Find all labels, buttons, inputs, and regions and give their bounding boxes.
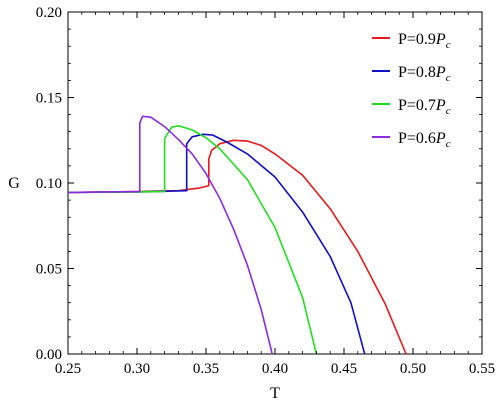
y-tick-label: 0.05 — [36, 262, 62, 278]
x-tick-label: 0.30 — [124, 361, 150, 377]
legend-label-0: P=0.9Pc — [398, 31, 451, 51]
legend-var: P — [435, 97, 446, 114]
x-tick-label: 0.45 — [331, 361, 357, 377]
legend-var: P — [435, 31, 446, 48]
legend-label-2: P=0.7Pc — [398, 97, 451, 117]
x-tick-label: 0.55 — [469, 361, 495, 377]
series-line-1 — [67, 133, 366, 355]
y-tick-label: 0.15 — [36, 91, 62, 107]
series-line-2 — [67, 124, 318, 355]
y-tick-label: 0.00 — [36, 347, 62, 363]
legend-sub: c — [446, 105, 451, 117]
legend-prefix: P=0.7 — [398, 97, 436, 114]
series-line-0 — [67, 139, 407, 355]
x-tick-label: 0.40 — [262, 361, 288, 377]
y-tick-label: 0.10 — [36, 176, 62, 192]
x-tick-label: 0.50 — [400, 361, 426, 377]
series-line-3 — [67, 115, 273, 355]
x-tick-label: 0.35 — [193, 361, 219, 377]
legend-label-3: P=0.6Pc — [398, 130, 451, 150]
y-axis-label: G — [8, 175, 20, 192]
legend-var: P — [435, 130, 446, 147]
x-axis-label: T — [270, 385, 280, 402]
legend-sub: c — [446, 39, 451, 51]
series-group — [67, 115, 407, 355]
plot-area: 0.25 0.30 0.35 0.40 0.45 0.50 0.55 0.00 0.05 0.10… — [36, 5, 495, 377]
legend-prefix: P=0.6 — [398, 130, 436, 147]
x-tick-label: 0.25 — [55, 361, 81, 377]
legend-sub: c — [446, 72, 451, 84]
y-tick-label: 0.20 — [36, 5, 62, 21]
ticks-group: 0.25 0.30 0.35 0.40 0.45 0.50 0.55 0.00 0.05 0.10… — [36, 5, 495, 377]
legend-var: P — [435, 64, 446, 81]
legend-label-1: P=0.8Pc — [398, 64, 451, 84]
legend-sub: c — [446, 138, 451, 150]
legend-prefix: P=0.8 — [398, 64, 436, 81]
legend-prefix: P=0.9 — [398, 31, 436, 48]
